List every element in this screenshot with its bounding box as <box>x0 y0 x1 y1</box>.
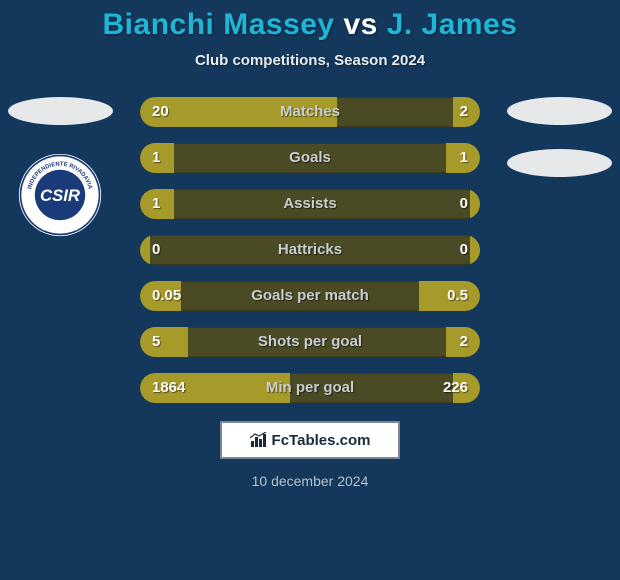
stat-value-left: 20 <box>152 97 169 127</box>
stat-value-right: 226 <box>443 373 468 403</box>
stat-value-right: 0 <box>460 235 468 265</box>
team-slot-bottom-right <box>507 149 612 177</box>
brand-prefix: Fc <box>272 432 290 449</box>
title-right: J. James <box>387 8 518 41</box>
stat-value-left: 1864 <box>152 373 185 403</box>
stat-value-right: 2 <box>460 327 468 357</box>
chart-icon <box>250 432 268 448</box>
stat-value-left: 0 <box>152 235 160 265</box>
stat-label: Hattricks <box>278 235 342 265</box>
subtitle: Club competitions, Season 2024 <box>0 52 620 69</box>
brand-suffix: Tables.com <box>289 432 370 449</box>
stat-row: 0.05 0.5 Goals per match <box>140 281 480 311</box>
page-title: Bianchi Massey vs J. James <box>0 8 620 42</box>
title-vs: vs <box>343 8 377 41</box>
brand-badge: FcTables.com <box>220 421 400 459</box>
stat-label: Shots per goal <box>258 327 362 357</box>
bar-left <box>140 327 188 357</box>
brand-text: FcTables.com <box>272 432 371 449</box>
stat-row: 1 1 Goals <box>140 143 480 173</box>
stat-value-right: 1 <box>460 143 468 173</box>
comparison-card: Bianchi Massey vs J. James Club competit… <box>0 0 620 580</box>
stat-value-left: 5 <box>152 327 160 357</box>
stat-row: 5 2 Shots per goal <box>140 327 480 357</box>
stat-rows: 20 2 Matches 1 1 Goals 1 0 Assists 0 0 Hattricks 0.0… <box>140 97 480 403</box>
team-slot-top-right <box>507 97 612 125</box>
stat-label: Goals <box>289 143 331 173</box>
stat-label: Goals per match <box>251 281 369 311</box>
stats-area: INDEPENDIENTE RIVADAVIA MENDOZA CSIR 202… <box>0 97 620 403</box>
title-left: Bianchi Massey <box>103 8 335 41</box>
bar-right <box>470 189 480 219</box>
stat-row: 1864 226 Min per goal <box>140 373 480 403</box>
stat-row: 20 2 Matches <box>140 97 480 127</box>
stat-label: Assists <box>283 189 336 219</box>
stat-label: Matches <box>280 97 340 127</box>
svg-text:CSIR: CSIR <box>40 186 80 205</box>
stat-row: 0 0 Hattricks <box>140 235 480 265</box>
stat-value-right: 0.5 <box>447 281 468 311</box>
footer-date: 10 december 2024 <box>0 473 620 489</box>
stat-label: Min per goal <box>266 373 354 403</box>
club-logo-svg: INDEPENDIENTE RIVADAVIA MENDOZA CSIR <box>18 153 102 237</box>
bar-left <box>140 235 150 265</box>
stat-value-right: 0 <box>460 189 468 219</box>
bar-right <box>470 235 480 265</box>
team-slot-top-left <box>8 97 113 125</box>
club-logo: INDEPENDIENTE RIVADAVIA MENDOZA CSIR <box>18 153 102 237</box>
stat-value-left: 0.05 <box>152 281 181 311</box>
stat-value-right: 2 <box>460 97 468 127</box>
stat-row: 1 0 Assists <box>140 189 480 219</box>
stat-value-left: 1 <box>152 143 160 173</box>
stat-value-left: 1 <box>152 189 160 219</box>
